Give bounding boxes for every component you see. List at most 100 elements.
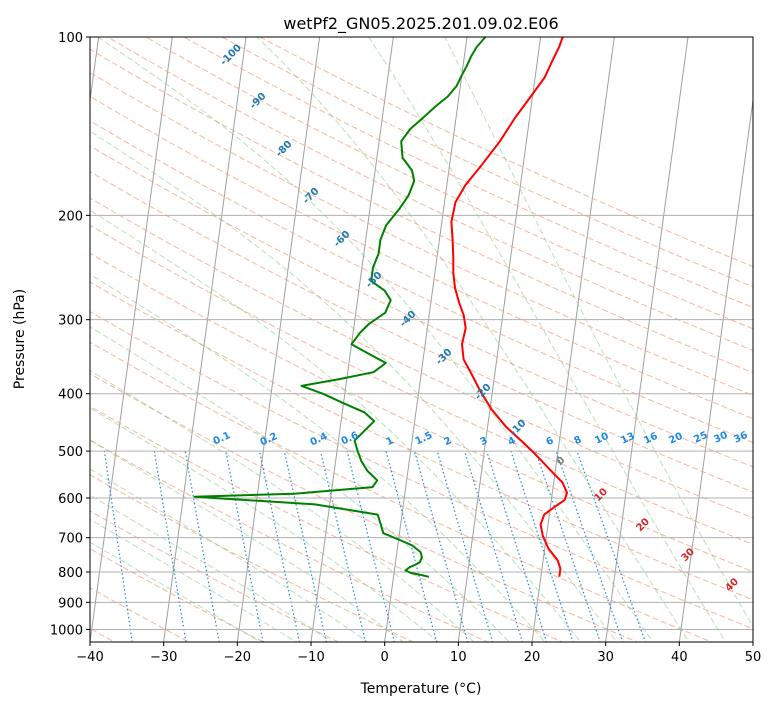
mixing-ratio-line xyxy=(436,450,494,642)
isotherm-line xyxy=(457,37,542,642)
x-axis-label: Temperature (°C) xyxy=(360,681,482,697)
y-tick-label: 800 xyxy=(58,566,83,581)
dry-adiabat xyxy=(182,37,753,309)
moist-adiabat xyxy=(368,37,727,642)
dry-adiabat xyxy=(90,48,753,374)
y-tick-label: 400 xyxy=(58,388,83,403)
mixing-ratio-line xyxy=(346,450,395,642)
mixing-ratio-label: 25 xyxy=(692,430,709,446)
profile-curves xyxy=(193,37,568,578)
mixing-ratio-label: 6 xyxy=(544,435,555,448)
mixing-ratio-line xyxy=(258,450,301,642)
dry-adiabat-label: -90 xyxy=(248,91,269,112)
mixing-ratio-line xyxy=(413,450,469,642)
dry-adiabat-label: 30 xyxy=(679,546,697,564)
x-tick-label: 40 xyxy=(671,650,688,665)
dry-adiabat-label: -60 xyxy=(332,229,353,250)
isotherm-line xyxy=(384,37,468,642)
mixing-ratio-label: 0.6 xyxy=(340,430,361,447)
contour-labels: -100-90-80-70-60-50-40-30-20-10010203040… xyxy=(212,42,750,594)
moist-adiabat xyxy=(90,209,582,642)
dry-adiabat-label: -80 xyxy=(274,139,295,160)
moist-adiabat xyxy=(90,407,440,642)
moist-adiabat xyxy=(256,37,690,642)
dry-adiabat xyxy=(90,71,753,396)
dry-adiabat-label: -70 xyxy=(301,186,322,207)
x-tick-label: 10 xyxy=(450,650,467,665)
mixing-ratio-label: 30 xyxy=(712,430,729,446)
dry-adiabat xyxy=(90,439,489,642)
x-tick-label: 20 xyxy=(524,650,541,665)
mixing-ratio-label: 36 xyxy=(732,430,749,446)
y-tick-label: 600 xyxy=(58,492,83,507)
mixing-ratio-label: 3 xyxy=(478,435,489,448)
y-tick-label: 900 xyxy=(58,596,83,611)
x-tick-label: 50 xyxy=(745,650,762,665)
mixing-ratio-label: 20 xyxy=(667,431,684,447)
mixing-ratio-label: 8 xyxy=(572,434,583,447)
dry-adiabat xyxy=(90,281,753,601)
moist-adiabat xyxy=(97,37,654,642)
mixing-ratio-line xyxy=(464,450,523,642)
dry-adiabat xyxy=(90,197,753,519)
mixing-ratio-line xyxy=(535,450,601,642)
moist-adiabat xyxy=(90,468,369,642)
mixing-ratio-label: 0.2 xyxy=(259,431,280,448)
mixing-ratio-line xyxy=(283,450,327,642)
y-tick-label: 200 xyxy=(58,209,83,224)
isotherm-line xyxy=(90,37,173,642)
dry-adiabat xyxy=(90,341,714,642)
dry-adiabat xyxy=(90,171,753,493)
isotherm-line xyxy=(531,37,615,642)
mixing-ratio-line xyxy=(184,450,220,642)
dry-adiabat-label: -40 xyxy=(398,309,419,330)
dry-adiabat xyxy=(90,252,753,573)
mixing-ratio-line xyxy=(486,450,548,642)
mixing-ratio-line xyxy=(319,450,367,642)
x-tick-label: −30 xyxy=(150,650,177,665)
isotherm-line xyxy=(310,37,394,642)
moist-adiabat xyxy=(90,541,262,642)
isotherm-line xyxy=(752,638,753,642)
x-tick-label: 30 xyxy=(597,650,614,665)
isotherm-line xyxy=(236,37,321,642)
y-axis-ticks: 100 200 300 400 500 600 700 800 900 1000 xyxy=(50,31,90,638)
mixing-ratio-label: 1.5 xyxy=(414,430,435,447)
grid xyxy=(90,36,753,630)
mixing-ratio-label: 4 xyxy=(506,435,517,448)
mixing-ratio-label: 0.4 xyxy=(309,431,330,448)
dry-adiabat xyxy=(90,548,265,642)
mixing-ratio-label: 2 xyxy=(442,435,453,448)
y-tick-label: 100 xyxy=(58,31,83,46)
y-tick-label: 500 xyxy=(58,445,83,460)
mixing-ratio-label: 13 xyxy=(619,431,636,447)
dry-adiabat xyxy=(0,10,60,654)
x-axis-ticks: −40 −30 −20 −10 0 10 20 30 40 50 xyxy=(76,642,761,665)
mixing-ratio-label: 1 xyxy=(384,435,395,448)
mixing-ratio-label: 10 xyxy=(593,431,610,447)
moist-adiabat xyxy=(90,518,298,642)
moist-adiabat xyxy=(444,37,753,628)
plot-frame xyxy=(89,36,754,643)
mixing-ratio-label: 0.1 xyxy=(212,430,233,447)
y-tick-label: 700 xyxy=(58,532,83,547)
moist-adiabat xyxy=(90,369,475,642)
mixing-ratio-line xyxy=(385,450,438,642)
chart-title: wetPf2_GN05.2025.201.09.02.E06 xyxy=(283,14,558,34)
background-lines xyxy=(0,10,753,654)
mixing-ratio-line xyxy=(225,450,264,642)
isotherm-line xyxy=(678,96,753,642)
x-tick-label: −10 xyxy=(297,650,324,665)
y-axis-label: Pressure (hPa) xyxy=(12,289,28,389)
moist-adiabat xyxy=(90,326,511,642)
mixing-ratio-line xyxy=(103,451,133,642)
dry-adiabat xyxy=(90,474,415,642)
mixing-ratio-label: 16 xyxy=(642,431,659,447)
dry-adiabat-label: 20 xyxy=(634,516,652,534)
x-tick-label: −40 xyxy=(76,650,103,665)
dry-adiabat xyxy=(144,37,753,330)
dry-adiabat-label: -30 xyxy=(434,347,455,368)
dry-adiabat xyxy=(90,587,190,642)
